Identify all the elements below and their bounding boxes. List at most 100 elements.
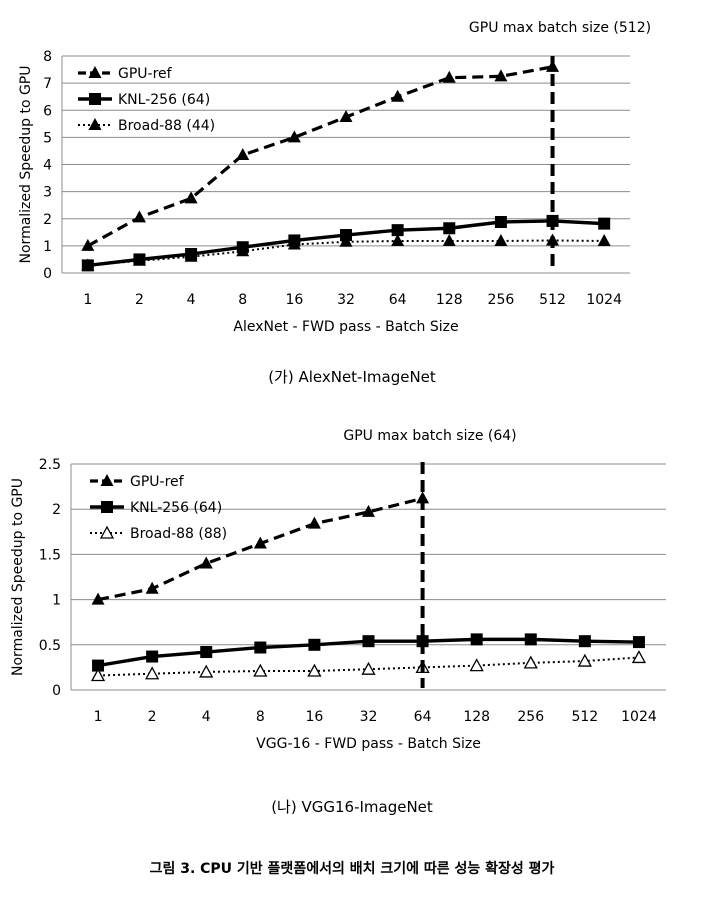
data-point xyxy=(307,516,321,529)
gpu-max-batch-annotation: GPU max batch size (64) xyxy=(343,428,516,444)
x-tick-label: 32 xyxy=(360,709,378,725)
legend-label: Broad-88 (44) xyxy=(118,118,215,134)
x-tick-label: 32 xyxy=(337,292,355,308)
x-tick-label: 256 xyxy=(488,292,515,308)
legend-marker xyxy=(99,525,115,539)
y-tick-label: 3 xyxy=(43,185,52,201)
legend: GPU-ref KNL-256 (64) Broad-88 (88) xyxy=(90,474,227,542)
data-point xyxy=(391,224,404,237)
y-tick-label: 6 xyxy=(43,103,52,119)
y-tick-label: 0 xyxy=(52,683,61,699)
data-point xyxy=(494,233,508,246)
series-knl-256-64 xyxy=(92,633,645,672)
data-point xyxy=(92,659,105,672)
data-point xyxy=(307,663,322,677)
x-tick-label: 64 xyxy=(414,709,432,725)
x-tick-label: 64 xyxy=(389,292,407,308)
legend-label: GPU-ref xyxy=(130,474,185,490)
y-tick-label: 1.5 xyxy=(39,547,61,563)
legend-marker xyxy=(88,118,102,130)
y-tick-label: 5 xyxy=(43,130,52,146)
x-tick-label: 8 xyxy=(256,709,265,725)
x-axis-title: AlexNet - FWD pass - Batch Size xyxy=(233,319,458,335)
x-tick-label: 512 xyxy=(539,292,566,308)
data-point xyxy=(577,653,592,667)
data-point xyxy=(361,661,376,675)
data-point xyxy=(146,650,159,663)
x-tick-label: 1 xyxy=(83,292,92,308)
vgg16-speedup-chart: 0 0.5 1 1.5 2 2.5 1 2 4 8 16 32 64 128 256 512 1024 VGG-1… xyxy=(10,428,666,752)
data-point xyxy=(132,253,146,266)
legend-marker xyxy=(101,501,113,513)
legend-label: Broad-88 (88) xyxy=(130,526,227,542)
caption-alexnet: (가) AlexNet-ImageNet xyxy=(268,368,436,386)
y-tick-label: 1 xyxy=(43,239,52,255)
data-point xyxy=(523,655,538,669)
data-point xyxy=(362,504,375,517)
y-tick-label: 7 xyxy=(43,76,52,92)
series-gpu-ref xyxy=(81,59,560,251)
x-tick-label: 1024 xyxy=(586,292,622,308)
gpu-max-batch-annotation: GPU max batch size (512) xyxy=(469,20,651,36)
data-point xyxy=(416,491,430,504)
legend-marker xyxy=(88,66,102,78)
y-axis-title: Normalized Speedup to GPU xyxy=(18,66,34,264)
data-point xyxy=(339,234,353,247)
data-point xyxy=(469,658,484,672)
x-tick-label: 2 xyxy=(135,292,144,308)
data-point xyxy=(132,210,146,223)
data-point xyxy=(470,633,483,646)
data-point xyxy=(632,636,645,649)
x-tick-label: 128 xyxy=(463,709,490,725)
data-point xyxy=(200,646,213,659)
y-axis-title: Normalized Speedup to GPU xyxy=(10,478,26,676)
legend-marker xyxy=(89,93,101,105)
x-tick-label: 128 xyxy=(436,292,463,308)
x-tick-label: 16 xyxy=(305,709,323,725)
x-tick-label: 1 xyxy=(94,709,103,725)
data-point xyxy=(287,130,301,143)
y-tick-label: 8 xyxy=(43,49,52,65)
x-axis-title: VGG-16 - FWD pass - Batch Size xyxy=(256,736,481,752)
data-point xyxy=(597,233,611,246)
y-tick-label: 0 xyxy=(43,266,52,282)
y-tick-label: 2 xyxy=(43,212,52,228)
data-point xyxy=(145,666,160,680)
data-point xyxy=(494,216,507,229)
data-point xyxy=(287,237,301,250)
x-tick-label: 512 xyxy=(571,709,598,725)
y-tick-label: 1 xyxy=(52,593,61,609)
data-point xyxy=(81,238,95,251)
data-point xyxy=(184,191,198,204)
legend-marker xyxy=(100,474,114,486)
x-tick-label: 1024 xyxy=(621,709,657,725)
y-tick-label: 2 xyxy=(52,502,61,518)
data-point xyxy=(631,650,647,664)
x-tick-label: 8 xyxy=(238,292,247,308)
data-point xyxy=(236,244,250,257)
data-point xyxy=(184,249,198,262)
data-point xyxy=(524,633,537,646)
data-point xyxy=(236,148,250,161)
alexnet-speedup-chart: 0 1 2 3 4 5 6 7 8 1 2 4 8 16 32 64 128 256 512 1024 AlexNet … xyxy=(18,20,651,335)
data-point xyxy=(81,258,95,271)
series-line xyxy=(87,65,553,248)
legend-label: KNL-256 (64) xyxy=(118,92,210,108)
data-point xyxy=(308,638,321,651)
data-point xyxy=(443,222,456,235)
data-point xyxy=(442,233,456,246)
data-point xyxy=(494,69,508,82)
data-point xyxy=(391,89,405,102)
data-point xyxy=(91,592,105,605)
data-point xyxy=(199,664,214,678)
y-tick-label: 2.5 xyxy=(39,457,61,473)
data-point xyxy=(253,663,268,677)
figure-title: 그림 3. CPU 기반 플랫폼에서의 배치 크기에 따른 성능 확장성 평가 xyxy=(149,861,555,877)
data-point xyxy=(253,536,267,549)
caption-vgg16: (나) VGG16-ImageNet xyxy=(271,798,433,816)
data-point xyxy=(578,635,591,648)
data-point xyxy=(362,635,375,648)
legend-label: KNL-256 (64) xyxy=(130,500,222,516)
data-point xyxy=(391,233,405,246)
data-point xyxy=(416,635,429,648)
